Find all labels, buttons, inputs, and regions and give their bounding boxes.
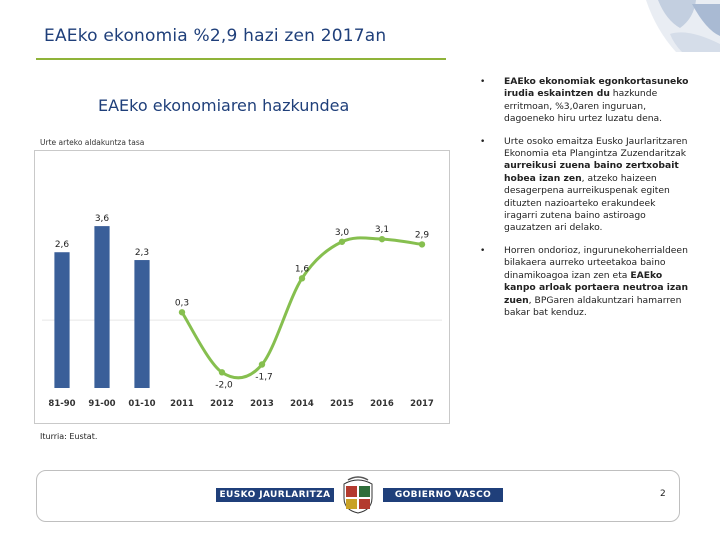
bar-data-label: 2,6	[55, 240, 70, 250]
line-data-label: 3,1	[375, 225, 389, 235]
x-tick-label: 81-90	[48, 399, 75, 409]
line-data-label: 3,0	[335, 228, 350, 238]
chart-subtitle: Urte arteko aldakuntza tasa	[40, 138, 145, 147]
slide-title: EAEko ekonomia %2,9 hazi zen 2017an	[44, 26, 387, 46]
bullet-text: hazkunde erritmoan, %3,0aren inguruan, d…	[504, 88, 663, 125]
x-tick-label: 91-00	[88, 399, 115, 409]
bullet-icon: •	[480, 136, 486, 147]
line-point	[258, 361, 266, 368]
x-tick-label: 01-10	[128, 399, 155, 409]
bar-data-label: 2,3	[135, 248, 149, 258]
line-point	[218, 369, 226, 376]
bullet-text: aurreikusi zuena baino zertxobait hobea …	[504, 160, 679, 184]
line-point	[178, 309, 186, 316]
x-tick-label: 2015	[330, 399, 354, 409]
growth-chart: 2,6 3,6 2,3 0,3 -2,0 -1,7 1,6 3,0 3,1 2,9 81-90 91-…	[42, 214, 442, 409]
line-data-label: 1,6	[295, 264, 310, 274]
bullet-text: , BPGaren aldakuntzari hamarren bakar ba…	[504, 294, 682, 318]
bar	[134, 260, 150, 388]
line-point	[298, 275, 306, 282]
line-data-label: -1,7	[255, 373, 273, 383]
x-tick-label: 2017	[410, 399, 434, 409]
title-underline	[36, 58, 446, 60]
bullet-item: • Urte osoko emaitza Eusko Jaurlaritzaren…	[478, 136, 690, 235]
gov-label-basque: EUSKO JAURLARITZA	[216, 488, 334, 502]
bullet-text: EAEko ekonomiak egonkortasuneko irudia e…	[504, 76, 689, 100]
x-tick-label: 2016	[370, 399, 394, 409]
line-point	[338, 238, 346, 245]
line-point	[378, 235, 386, 243]
bullet-icon: •	[480, 245, 486, 256]
bullet-text: Horren ondorioz, ingurunekoherrialdeen b…	[504, 244, 688, 281]
bullet-text: , atzeko haizeen desagerpena aurreikuspe…	[504, 172, 670, 234]
line-data-label: 0,3	[175, 298, 189, 308]
chart-source: Iturria: Eustat.	[40, 432, 98, 441]
chart-title: EAEko ekonomiaren hazkundea	[98, 96, 350, 115]
x-tick-label: 2013	[250, 399, 274, 409]
bullet-icon: •	[480, 77, 486, 87]
series-line	[180, 236, 423, 380]
line-data-label: 2,9	[415, 230, 430, 240]
bar	[54, 252, 70, 388]
bullet-list: • EAEko ekonomiak egonkortasuneko irudia …	[478, 76, 690, 329]
bullet-item: • EAEko ekonomiak egonkortasuneko irudia …	[478, 76, 690, 126]
bar-data-label: 3,6	[95, 214, 110, 224]
x-tick-label: 2014	[290, 399, 314, 409]
line-point	[418, 241, 426, 248]
government-emblem-icon	[343, 476, 373, 514]
line-data-label: -2,0	[215, 380, 233, 390]
x-tick-label: 2012	[210, 399, 234, 409]
bullet-text: Urte osoko emaitza Eusko Jaurlaritzaren …	[504, 135, 688, 160]
page-number: 2	[660, 489, 666, 499]
x-tick-label: 2011	[170, 399, 194, 409]
bullet-text: EAEko kanpo arloak portaera neutroa izan…	[504, 269, 688, 306]
bullet-item: • Horren ondorioz, ingurunekoherrialdeen …	[478, 245, 690, 319]
bar	[94, 226, 110, 388]
gov-label-spanish: GOBIERNO VASCO	[383, 488, 503, 502]
top-right-logo	[646, 0, 720, 52]
